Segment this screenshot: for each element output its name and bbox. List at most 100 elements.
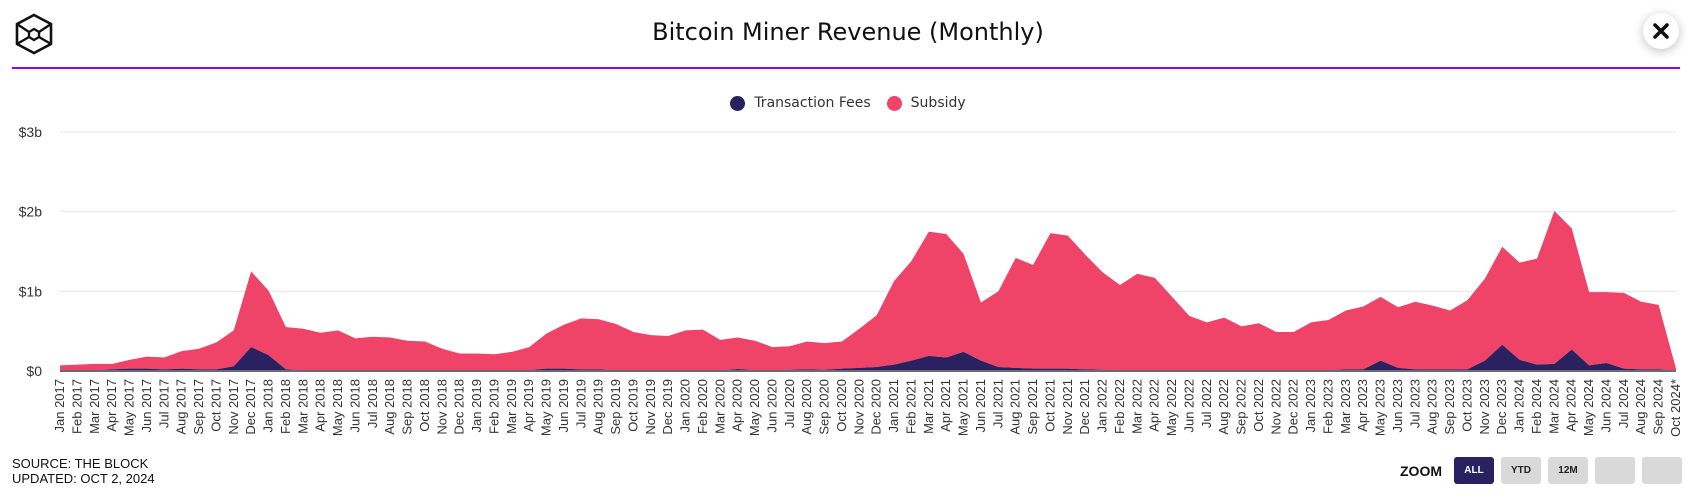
legend-label: Transaction Fees: [754, 95, 871, 111]
x-tick-label: Jan 2023: [1303, 379, 1318, 433]
x-tick-label: Aug 2019: [591, 379, 606, 435]
x-tick-label: Mar 2020: [712, 379, 727, 434]
x-tick-label: Oct 2018: [417, 379, 432, 432]
x-tick-label: Jul 2024: [1616, 379, 1631, 428]
x-tick-label: Dec 2022: [1286, 379, 1301, 435]
x-tick-label: Aug 2023: [1425, 379, 1440, 435]
x-tick-label: May 2023: [1373, 379, 1388, 436]
zoom-controls: ZOOM ALL YTD 12M: [1400, 457, 1682, 484]
close-button[interactable]: [1643, 13, 1679, 49]
x-tick-label: Sep 2021: [1025, 379, 1040, 435]
x-tick-label: Jun 2022: [1181, 379, 1196, 433]
x-tick-label: Oct 2019: [625, 379, 640, 432]
x-tick-label: Apr 2018: [313, 379, 328, 432]
subsidy-area: [60, 210, 1676, 371]
zoom-label: ZOOM: [1400, 462, 1442, 479]
x-tick-label: Jan 2020: [678, 379, 693, 433]
x-tick-label: Feb 2018: [278, 379, 293, 434]
x-tick-label: Oct 2020: [834, 379, 849, 432]
legend-label: Subsidy: [910, 95, 966, 111]
x-tick-label: Dec 2018: [452, 379, 467, 435]
x-tick-label: Sep 2020: [817, 379, 832, 435]
x-tick-label: Nov 2019: [643, 379, 658, 435]
transaction-fees-area: [60, 344, 1676, 371]
source-text: SOURCE: THE BLOCK: [12, 456, 149, 471]
x-tick-label: Aug 2022: [1216, 379, 1231, 435]
x-tick-label: Sep 2019: [608, 379, 623, 435]
x-tick-label: Feb 2020: [695, 379, 710, 434]
x-tick-label: Feb 2024: [1529, 379, 1544, 434]
legend-item-transaction-fees[interactable]: Transaction Fees: [730, 95, 871, 111]
x-tick-label: Aug 2024: [1633, 379, 1648, 435]
x-tick-label: Jul 2022: [1199, 379, 1214, 428]
x-tick-label: Oct 2023: [1459, 379, 1474, 432]
x-tick-label: Mar 2021: [921, 379, 936, 434]
x-tick-label: Jul 2023: [1407, 379, 1422, 428]
x-tick-label: Sep 2023: [1442, 379, 1457, 435]
x-tick-label: Dec 2023: [1494, 379, 1509, 435]
x-tick-label: Jan 2021: [886, 379, 901, 433]
close-icon: [1653, 23, 1669, 39]
x-tick-label: May 2020: [747, 379, 762, 436]
x-tick-label: Jan 2022: [1095, 379, 1110, 433]
legend-item-subsidy[interactable]: Subsidy: [886, 95, 966, 111]
x-tick-label: Sep 2018: [400, 379, 415, 435]
x-tick-label: Apr 2024: [1564, 379, 1579, 432]
x-tick-label: Jul 2018: [365, 379, 380, 428]
x-tick-label: Oct 2021: [1042, 379, 1057, 432]
legend-dot-transaction-fees: [730, 95, 746, 111]
x-tick-label: May 2022: [1164, 379, 1179, 436]
x-tick-label: Oct 2024*: [1668, 379, 1683, 437]
x-tick-label: Jul 2020: [782, 379, 797, 428]
x-tick-label: Jul 2019: [573, 379, 588, 428]
x-tick-label: Nov 2023: [1477, 379, 1492, 435]
x-tick-label: Nov 2020: [851, 379, 866, 435]
cube-logo-icon: [15, 13, 53, 55]
x-tick-label: Mar 2024: [1546, 379, 1561, 434]
x-tick-label: Apr 2021: [938, 379, 953, 432]
y-tick-label: $1b: [19, 283, 43, 299]
x-tick-label: Sep 2022: [1234, 379, 1249, 435]
x-tick-label: Mar 2022: [1129, 379, 1144, 434]
x-tick-label: Sep 2024: [1651, 379, 1666, 435]
x-tick-label: Dec 2020: [869, 379, 884, 435]
x-tick-label: Mar 2018: [295, 379, 310, 434]
x-tick-label: Jan 2024: [1512, 379, 1527, 433]
x-tick-label: Jan 2018: [261, 379, 276, 433]
x-tick-label: Dec 2021: [1077, 379, 1092, 435]
x-tick-label: Nov 2018: [434, 379, 449, 435]
zoom-button-4[interactable]: [1595, 457, 1635, 484]
chart-footer: SOURCE: THE BLOCK UPDATED: OCT 2, 2024: [12, 456, 155, 486]
x-tick-label: Feb 2022: [1112, 379, 1127, 434]
chart-legend: Transaction Fees Subsidy: [0, 95, 1696, 111]
y-tick-label: $3b: [19, 124, 43, 140]
x-tick-label: Feb 2023: [1320, 379, 1335, 434]
header-divider: [12, 67, 1680, 69]
legend-dot-subsidy: [886, 95, 902, 111]
x-tick-label: Aug 2017: [174, 379, 189, 435]
x-tick-label: Apr 2019: [521, 379, 536, 432]
x-tick-label: Jan 2019: [469, 379, 484, 433]
x-tick-label: Jul 2017: [156, 379, 171, 428]
x-tick-label: Feb 2019: [486, 379, 501, 434]
x-tick-label: Dec 2017: [243, 379, 258, 435]
x-tick-label: Aug 2018: [382, 379, 397, 435]
zoom-button-5[interactable]: [1642, 457, 1682, 484]
zoom-all-button[interactable]: ALL: [1454, 457, 1494, 484]
x-tick-label: Jun 2024: [1598, 379, 1613, 433]
x-tick-label: Mar 2017: [87, 379, 102, 434]
x-tick-label: Jun 2021: [973, 379, 988, 433]
x-tick-label: Mar 2023: [1338, 379, 1353, 434]
x-tick-label: Sep 2017: [191, 379, 206, 435]
zoom-ytd-button[interactable]: YTD: [1501, 457, 1541, 484]
x-tick-label: Jun 2019: [556, 379, 571, 433]
zoom-12m-button[interactable]: 12M: [1548, 457, 1588, 484]
x-tick-label: Jun 2023: [1390, 379, 1405, 433]
x-tick-label: Apr 2022: [1147, 379, 1162, 432]
x-tick-label: May 2024: [1581, 379, 1596, 436]
y-tick-label: $2b: [19, 204, 43, 220]
x-tick-label: Oct 2022: [1251, 379, 1266, 432]
x-tick-label: Dec 2019: [660, 379, 675, 435]
x-tick-label: Feb 2017: [69, 379, 84, 434]
x-tick-label: May 2021: [956, 379, 971, 436]
